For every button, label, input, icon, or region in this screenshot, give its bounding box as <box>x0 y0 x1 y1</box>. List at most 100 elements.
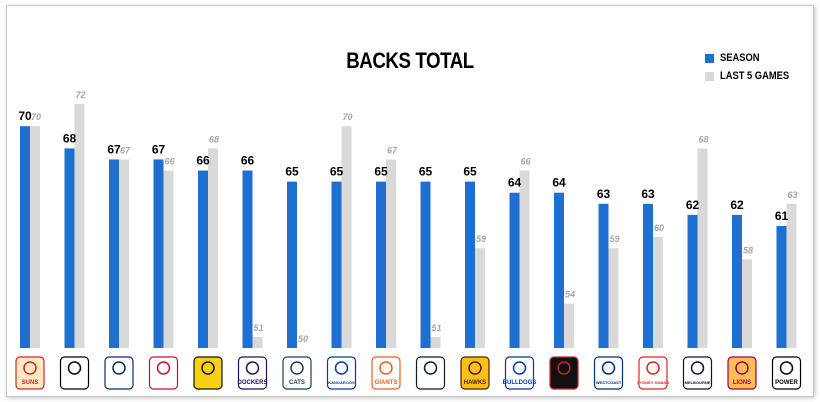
carlton-logo <box>415 356 446 390</box>
chart-frame <box>6 5 814 397</box>
magpie-logo-shield <box>59 356 90 390</box>
bar-last5-kangaroos <box>341 126 352 348</box>
bombers-logo-shield <box>549 356 579 390</box>
eagles-logo-shield <box>593 356 624 390</box>
label-season-bulldogs: 64 <box>508 176 522 190</box>
bar-last5-richmond <box>208 148 218 348</box>
dockers-logo-label: DOCKERS <box>237 380 267 386</box>
suns-logo-label: SUNS <box>22 380 39 386</box>
bar-last5-giants <box>386 159 396 348</box>
bar-last5-suns <box>30 126 40 348</box>
label-last5-kangaroos: 70 <box>342 112 352 122</box>
label-season-melbourne: 62 <box>686 198 700 212</box>
giants-logo: GIANTS <box>371 356 401 390</box>
lions-logo-shield <box>727 356 757 390</box>
eagles-logo: WESTCOAST <box>593 356 624 390</box>
label-season-lions: 62 <box>730 198 744 212</box>
kangaroos-logo: KANGAROOS <box>326 356 357 390</box>
bar-season-adelaide <box>109 159 119 348</box>
bar-last5-melbourne <box>697 148 708 348</box>
label-last5-lions: 58 <box>743 245 753 255</box>
bar-season-richmond <box>198 170 208 348</box>
saints-logo-shield <box>148 356 179 390</box>
label-last5-collingwood: 72 <box>75 90 85 100</box>
dockers-logo-emblem <box>245 361 260 375</box>
tigers-logo-emblem <box>201 361 215 375</box>
bar-season-giants <box>376 181 386 348</box>
label-season-suns: 70 <box>18 109 32 123</box>
bar-season-lions <box>732 214 742 348</box>
kangaroos-logo-label: KANGAROOS <box>328 380 355 385</box>
label-season-richmond: 66 <box>196 154 210 168</box>
bar-last5-adelaide <box>119 159 129 348</box>
power-logo-shield <box>771 356 802 390</box>
cats-logo: CATS <box>282 356 312 390</box>
label-season-dockers: 66 <box>241 154 255 168</box>
bar-last5-sydney-swans <box>653 237 663 348</box>
kangaroos-logo-emblem <box>334 361 349 375</box>
bar-season-collingwood <box>64 148 75 348</box>
legend-label-last5: LAST 5 GAMES <box>720 70 790 82</box>
chart-legend: SEASON LAST 5 GAMES <box>705 50 801 86</box>
hawks-logo: HAWKS <box>460 356 490 390</box>
label-last5-suns: 70 <box>31 112 41 122</box>
magpie-logo <box>59 356 90 390</box>
cats-logo-shield <box>282 356 312 390</box>
label-season-giants: 65 <box>374 165 388 179</box>
giants-logo-shield <box>371 356 401 390</box>
label-season-st-kilda: 67 <box>152 142 166 156</box>
label-last5-st-kilda: 66 <box>164 157 175 167</box>
bombers-logo <box>549 356 579 390</box>
bar-last5-collingwood <box>74 104 85 348</box>
tigers-logo-shield <box>193 356 223 390</box>
bar-last5-hawks <box>475 248 485 348</box>
crows-logo <box>104 356 134 390</box>
legend-label-season: SEASON <box>720 52 760 64</box>
giants-logo-emblem <box>379 361 393 375</box>
power-logo-emblem <box>779 361 794 375</box>
label-season-essendon: 64 <box>552 176 566 190</box>
dockers-logo-shield <box>237 356 268 390</box>
label-season-power: 61 <box>775 209 789 223</box>
bar-season-st-kilda <box>153 159 164 348</box>
cats-logo-emblem <box>290 361 304 375</box>
suns-logo-shield <box>15 356 45 390</box>
dockers-logo: DOCKERS <box>237 356 268 390</box>
suns-logo: SUNS <box>15 356 45 390</box>
bar-season-power <box>776 226 787 348</box>
cats-logo-label: CATS <box>289 380 305 386</box>
demons-logo: MELBOURNE <box>682 356 713 390</box>
lions-logo-label: LIONS <box>733 380 751 386</box>
label-last5-carlton: 51 <box>431 323 441 333</box>
swans-logo-label: SYDNEY SWANS <box>637 380 669 385</box>
suns-logo-emblem <box>23 361 37 375</box>
label-last5-west-coast: 59 <box>609 234 619 244</box>
carlton-logo-shield <box>415 356 446 390</box>
demons-logo-shield <box>682 356 713 390</box>
bar-season-sydney-swans <box>643 203 653 348</box>
chart-title: BACKS TOTAL <box>346 48 474 73</box>
label-season-cats: 65 <box>285 165 299 179</box>
label-last5-richmond: 68 <box>209 134 219 144</box>
label-season-collingwood: 68 <box>63 131 77 145</box>
label-last5-adelaide: 67 <box>120 145 131 155</box>
tigers-logo <box>193 356 223 390</box>
label-season-kangaroos: 65 <box>330 165 344 179</box>
bar-season-west-coast <box>598 203 609 348</box>
label-last5-hawks: 59 <box>476 234 486 244</box>
bar-season-bulldogs <box>509 192 520 348</box>
bar-last5-bulldogs <box>519 170 530 348</box>
bar-last5-carlton <box>430 336 441 348</box>
hawks-logo-shield <box>460 356 490 390</box>
bulldogs-logo-shield <box>504 356 535 390</box>
crows-logo-shield <box>104 356 134 390</box>
label-last5-dockers: 51 <box>253 323 263 333</box>
swans-logo-emblem <box>646 361 660 375</box>
label-last5-essendon: 54 <box>565 290 575 300</box>
bar-season-carlton <box>420 181 431 348</box>
lions-logo-emblem <box>735 361 749 375</box>
crows-logo-emblem <box>112 361 126 375</box>
legend-swatch-season <box>705 53 714 63</box>
bar-last5-west-coast <box>608 248 619 348</box>
